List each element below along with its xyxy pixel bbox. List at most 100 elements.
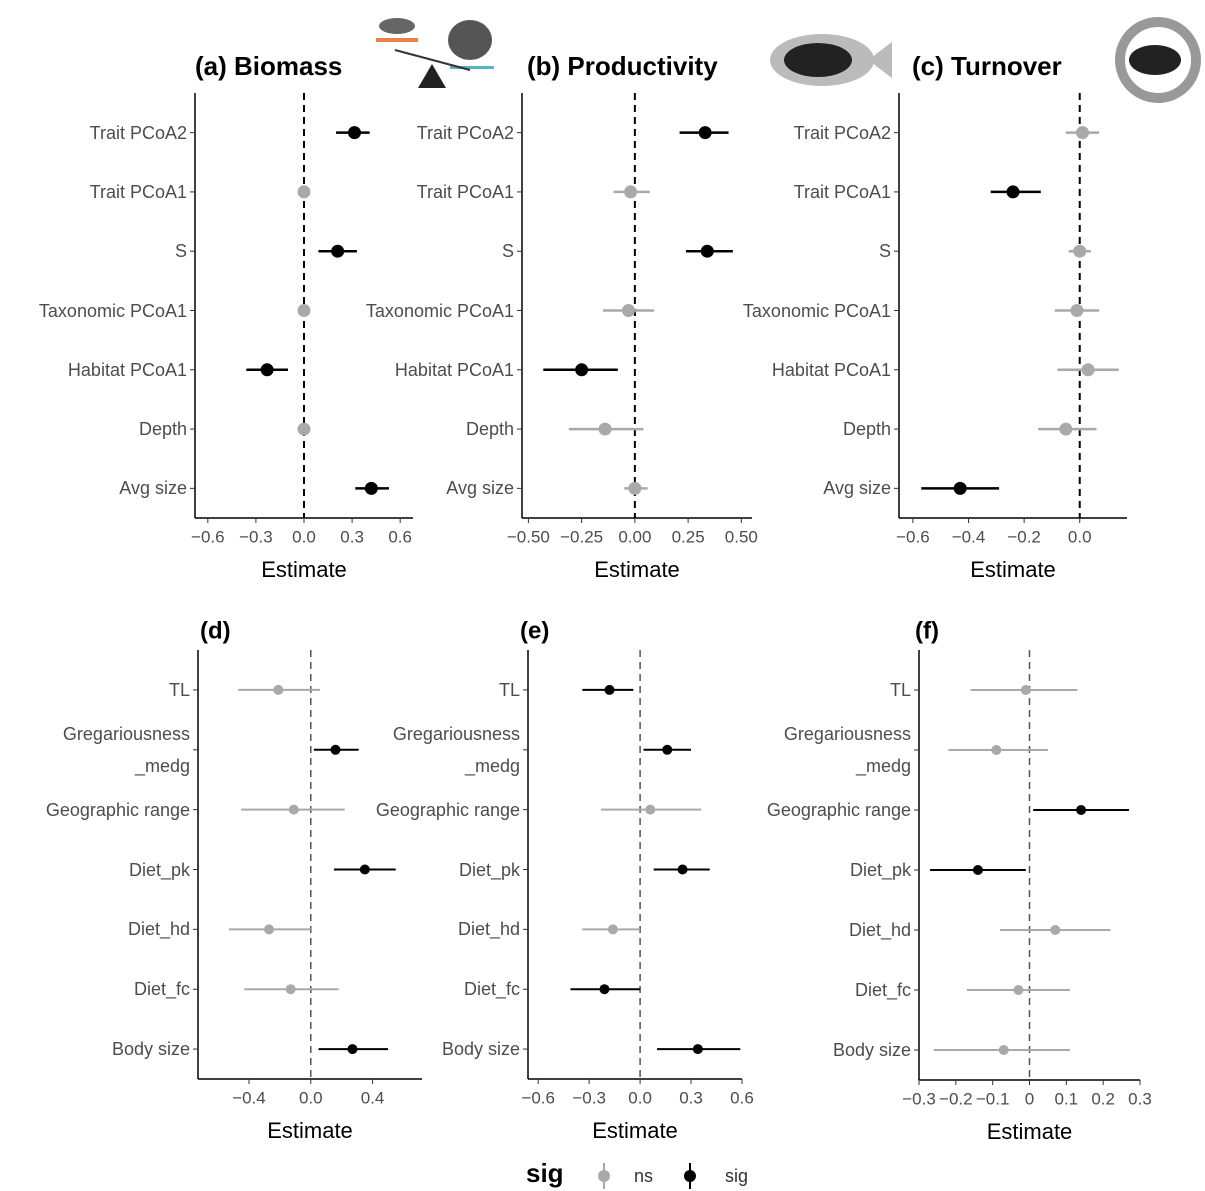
legend-label: sig [725, 1166, 748, 1186]
y-tick-label: Geographic range [320, 794, 520, 826]
y-tick-label: Gregariousness _medg [0, 718, 190, 782]
estimate-point [289, 805, 299, 815]
panel-title: (b) Productivity [527, 51, 718, 81]
y-tick-label: Diet_pk [711, 854, 911, 886]
x-axis-label: Estimate [594, 557, 680, 582]
x-tick-label: 0.6 [730, 1088, 754, 1107]
x-tick-label: −0.1 [976, 1089, 1010, 1108]
x-tick-label: −0.25 [560, 527, 603, 546]
y-tick-label: Taxonomic PCoA1 [691, 295, 891, 327]
y-tick-label: Avg size [691, 472, 891, 504]
estimate-point [298, 423, 311, 436]
x-tick-label: −0.2 [939, 1089, 973, 1108]
x-tick-label: −0.6 [896, 527, 930, 546]
panel-title: (e) [520, 617, 549, 644]
y-tick-label: Diet_hd [320, 913, 520, 945]
panel-title: (a) Biomass [195, 51, 342, 81]
estimate-point [1073, 245, 1086, 258]
x-tick-label: −0.50 [507, 527, 550, 546]
estimate-point [1050, 925, 1060, 935]
x-tick-label: 0 [1025, 1089, 1034, 1108]
estimate-point [261, 363, 274, 376]
y-tick-label: Diet_fc [320, 973, 520, 1005]
estimate-point [1021, 685, 1031, 695]
y-tick-label: Depth [691, 413, 891, 445]
x-axis-label: Estimate [261, 557, 347, 582]
estimate-point [273, 685, 283, 695]
figure: (a) Biomass −0.6 −0.3 0.0 0.3 0.6 Estimate (b) … [0, 0, 1205, 1191]
estimate-point [264, 924, 274, 934]
estimate-point [1007, 185, 1020, 198]
x-tick-label: 0.6 [388, 527, 412, 546]
y-tick-label: Trait PCoA1 [0, 176, 187, 208]
x-axis-label: Estimate [970, 557, 1056, 582]
y-tick-label: Avg size [314, 472, 514, 504]
x-tick-label: 0.25 [672, 527, 705, 546]
y-tick-label: Habitat PCoA1 [314, 354, 514, 386]
x-tick-label: −0.3 [572, 1088, 606, 1107]
y-tick-label: Geographic range [711, 794, 911, 826]
estimate-point [599, 984, 609, 994]
estimate-point [662, 745, 672, 755]
y-tick-label: Diet_pk [0, 854, 190, 886]
x-tick-label: −0.4 [232, 1088, 266, 1107]
y-tick-label: Diet_fc [711, 974, 911, 1006]
estimate-point [1076, 126, 1089, 139]
legend-title: sig [526, 1158, 564, 1188]
estimate-point [991, 745, 1001, 755]
y-tick-label: Trait PCoA2 [314, 117, 514, 149]
panel-title: (d) [200, 617, 231, 644]
y-tick-label: Body size [711, 1034, 911, 1066]
y-tick-label: Trait PCoA1 [314, 176, 514, 208]
x-tick-label: 0.50 [725, 527, 758, 546]
y-tick-label: Habitat PCoA1 [0, 354, 187, 386]
y-tick-label: S [691, 235, 891, 267]
estimate-point [999, 1045, 1009, 1055]
x-tick-label: 0.0 [292, 527, 316, 546]
estimate-point [575, 363, 588, 376]
y-tick-label: Trait PCoA2 [691, 117, 891, 149]
x-tick-label: 0.00 [618, 527, 651, 546]
estimate-point [286, 984, 296, 994]
panel-title: (f) [915, 617, 939, 644]
estimate-point [1059, 423, 1072, 436]
y-tick-label: Geographic range [0, 794, 190, 826]
y-tick-label: Taxonomic PCoA1 [0, 295, 187, 327]
estimate-point [954, 482, 967, 495]
x-tick-label: 0.3 [340, 527, 364, 546]
estimate-point [599, 423, 612, 436]
estimate-point [622, 304, 635, 317]
x-tick-label: −0.3 [239, 527, 273, 546]
x-tick-label: 0.3 [1128, 1089, 1152, 1108]
y-tick-label: Gregariousness _medg [320, 718, 520, 782]
y-tick-label: Diet_fc [0, 973, 190, 1005]
y-tick-label: S [0, 235, 187, 267]
legend-label: ns [634, 1166, 653, 1186]
y-tick-label: Trait PCoA1 [691, 176, 891, 208]
y-tick-label: TL [0, 674, 190, 706]
x-tick-label: 0.0 [628, 1088, 652, 1107]
icons [376, 18, 1196, 98]
estimate-point [628, 482, 641, 495]
estimate-point [298, 304, 311, 317]
estimate-point [678, 865, 688, 875]
legend-symbol [598, 1170, 610, 1182]
x-tick-label: 0.0 [299, 1088, 323, 1107]
estimate-point [973, 865, 983, 875]
x-tick-label: 0.4 [361, 1088, 385, 1107]
x-axis-label: Estimate [592, 1118, 678, 1143]
y-tick-label: Gregariousness _medg [711, 718, 911, 782]
x-tick-label: −0.2 [1007, 527, 1041, 546]
y-tick-label: Depth [0, 413, 187, 445]
estimate-point [1082, 363, 1095, 376]
x-tick-label: 0.1 [1055, 1089, 1079, 1108]
x-tick-label: 0.3 [679, 1088, 703, 1107]
x-tick-label: 0.0 [1068, 527, 1092, 546]
x-tick-label: −0.6 [521, 1088, 555, 1107]
estimate-point [1076, 805, 1086, 815]
estimate-point [608, 924, 618, 934]
panel-title: (c) Turnover [912, 51, 1062, 81]
y-tick-label: Diet_hd [711, 914, 911, 946]
legend-symbol [684, 1170, 696, 1182]
y-tick-label: Diet_hd [0, 913, 190, 945]
